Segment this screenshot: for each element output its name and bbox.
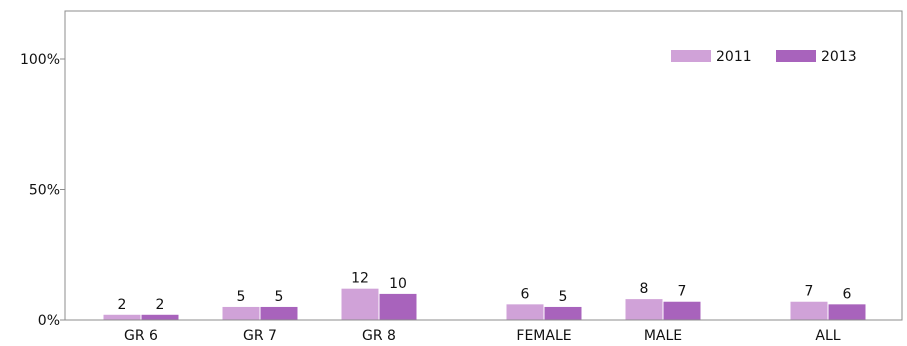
y-axis: 0% 50% 100% xyxy=(20,52,65,329)
data-label-all-2013: 6 xyxy=(843,286,852,302)
x-axis: GR 6 GR 7 GR 8 FEMALE MALE ALL xyxy=(65,319,902,344)
data-label-gr-6-2011: 2 xyxy=(118,297,127,313)
data-label-gr-6-2013: 2 xyxy=(156,297,165,313)
y-tick-label: 50% xyxy=(29,183,60,199)
data-label-gr-8-2011: 12 xyxy=(351,271,369,287)
data-label-gr-7-2011: 5 xyxy=(237,289,246,305)
legend: 2011 2013 xyxy=(671,49,857,65)
x-tick-label-male: MALE xyxy=(644,328,682,344)
data-label-gr-8-2013: 10 xyxy=(389,276,407,292)
x-tick-label-female: FEMALE xyxy=(516,328,571,344)
bar-male-2013 xyxy=(663,301,701,320)
bar-gr-8-2013 xyxy=(379,293,417,320)
bar-female-2013 xyxy=(544,306,582,320)
x-tick-label-gr-7: GR 7 xyxy=(243,328,277,344)
bar-gr-7-2013 xyxy=(260,306,298,320)
data-labels: 2 2 5 5 12 10 6 5 8 7 7 6 xyxy=(118,271,852,313)
bars xyxy=(103,288,866,320)
data-label-female-2011: 6 xyxy=(521,286,530,302)
legend-swatch-2013 xyxy=(776,50,816,62)
data-label-male-2013: 7 xyxy=(678,284,687,300)
data-label-all-2011: 7 xyxy=(805,284,814,300)
bar-female-2011 xyxy=(506,304,544,320)
bar-gr-8-2011 xyxy=(341,288,379,320)
bar-gr-7-2011 xyxy=(222,306,260,320)
x-tick-label-gr-6: GR 6 xyxy=(124,328,158,344)
legend-label-2011: 2011 xyxy=(716,49,752,65)
bar-gr-6-2013 xyxy=(141,314,179,320)
bar-male-2011 xyxy=(625,299,663,320)
x-tick-label-all: ALL xyxy=(815,328,840,344)
y-tick-label: 0% xyxy=(38,313,60,329)
x-tick-label-gr-8: GR 8 xyxy=(362,328,396,344)
data-label-female-2013: 5 xyxy=(559,289,568,305)
data-label-gr-7-2013: 5 xyxy=(275,289,284,305)
bar-gr-6-2011 xyxy=(103,314,141,320)
data-label-male-2011: 8 xyxy=(640,281,649,297)
legend-label-2013: 2013 xyxy=(821,49,857,65)
legend-swatch-2011 xyxy=(671,50,711,62)
bar-all-2013 xyxy=(828,304,866,320)
bar-all-2011 xyxy=(790,301,828,320)
y-tick-label: 100% xyxy=(20,52,60,68)
